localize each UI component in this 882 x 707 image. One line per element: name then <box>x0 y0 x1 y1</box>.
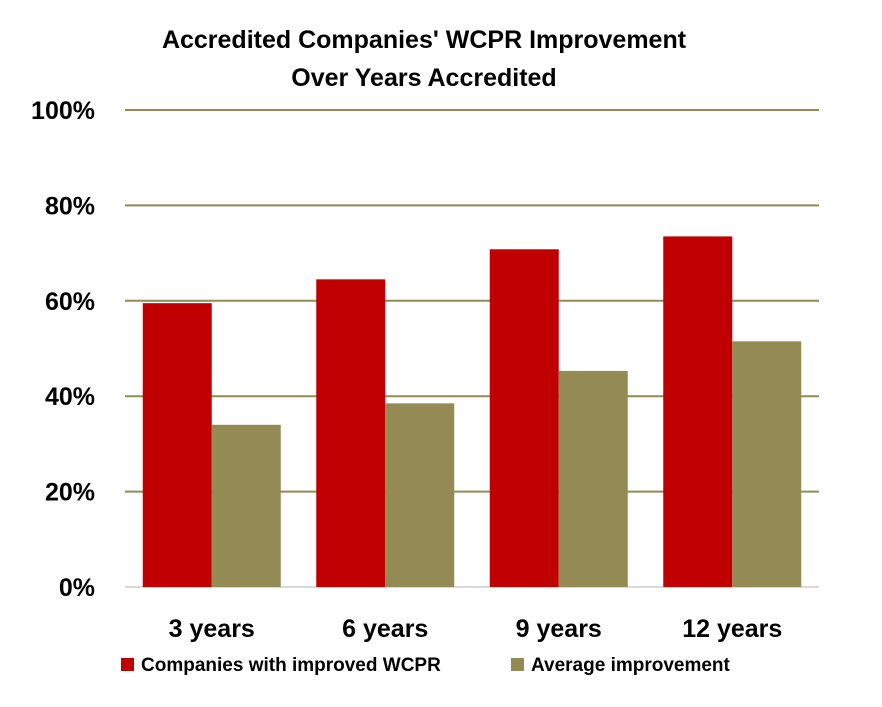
y-tick-label: 80% <box>45 192 95 220</box>
legend-swatch <box>511 658 524 671</box>
bars <box>142 236 802 587</box>
bar-12-years-series-1 <box>663 236 733 587</box>
y-tick-label: 60% <box>45 288 95 316</box>
chart-title-line-2: Over Years Accredited <box>291 64 556 92</box>
y-tick-label: 100% <box>31 97 95 125</box>
legend: Companies with improved WCPR Average impr… <box>121 655 731 676</box>
bar-3-years-series-2 <box>211 424 281 587</box>
chart-title: Accredited Companies' WCPR Improvement O… <box>162 26 687 92</box>
y-tick-label: 0% <box>59 574 95 602</box>
y-tick-label: 40% <box>45 383 95 411</box>
x-axis-tick-labels: 3 years 6 years 9 years 12 years <box>169 615 783 643</box>
legend-swatch <box>121 658 134 671</box>
y-axis-tick-labels: 0% 20% 40% 60% 80% 100% <box>31 97 95 602</box>
legend-label: Average improvement <box>531 655 731 676</box>
x-tick-label: 3 years <box>169 615 255 643</box>
bar-9-years-series-1 <box>489 249 559 587</box>
bar-6-years-series-2 <box>385 403 455 587</box>
bar-6-years-series-1 <box>316 279 386 587</box>
bar-12-years-series-2 <box>732 341 802 587</box>
bar-3-years-series-1 <box>142 303 212 587</box>
x-tick-label: 6 years <box>342 615 428 643</box>
x-tick-label: 9 years <box>516 615 602 643</box>
legend-label: Companies with improved WCPR <box>141 655 441 676</box>
y-tick-label: 20% <box>45 479 95 507</box>
chart-title-line-1: Accredited Companies' WCPR Improvement <box>162 26 687 54</box>
x-tick-label: 12 years <box>682 615 782 643</box>
bar-9-years-series-2 <box>558 370 628 587</box>
